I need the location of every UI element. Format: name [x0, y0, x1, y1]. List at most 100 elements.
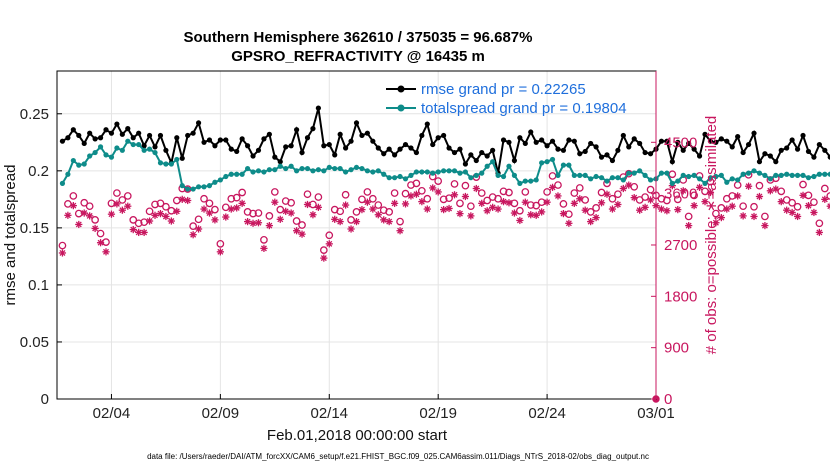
rmse-point — [451, 149, 458, 156]
totalspread-point — [370, 169, 376, 175]
rmse-point — [745, 141, 752, 148]
obs-assimilated-marker — [516, 216, 524, 225]
obs-possible-marker — [614, 190, 622, 199]
obs-possible-marker — [575, 184, 584, 192]
obs-assimilated-marker — [538, 208, 546, 216]
obs-assimilated-marker — [804, 202, 813, 210]
obs-possible-marker — [461, 181, 470, 190]
legend-spread-label: totalspread grand pr = 0.19804 — [421, 100, 627, 117]
obs-possible-marker — [227, 194, 236, 203]
obs-assimilated-marker — [543, 198, 551, 206]
totalspread-point — [255, 168, 262, 174]
rmse-point — [114, 121, 120, 127]
totalspread-point — [130, 141, 136, 148]
obs-assimilated-marker — [728, 202, 736, 210]
obs-assimilated-marker — [630, 194, 638, 202]
obs-possible-marker — [417, 186, 426, 195]
obs-assimilated-marker — [265, 221, 273, 230]
totalspread-point — [631, 170, 637, 176]
y2-tick-label: 4500 — [664, 134, 697, 151]
obs-possible-marker — [151, 200, 159, 209]
obs-assimilated-marker — [717, 214, 725, 222]
totalspread-point — [76, 162, 82, 168]
obs-assimilated-marker — [657, 205, 666, 213]
totalspread-point — [141, 147, 147, 153]
rmse-point — [402, 141, 409, 148]
obs-possible-marker — [396, 217, 404, 226]
obs-possible-marker — [456, 199, 464, 208]
y-tick-label: 0.15 — [20, 220, 49, 237]
totalspread-point — [816, 171, 822, 177]
obs-assimilated-marker — [380, 216, 388, 224]
series-lines — [59, 105, 830, 192]
rmse-point — [435, 135, 441, 141]
rmse-point — [778, 147, 784, 153]
obs-assimilated-marker — [685, 221, 693, 230]
obs-possible-marker — [810, 198, 818, 207]
obs-possible-marker — [673, 195, 682, 204]
totalspread-point — [239, 171, 245, 177]
totalspread-point — [288, 163, 294, 169]
obs-possible-marker — [701, 187, 709, 196]
rmse-point — [593, 144, 599, 150]
rmse-point — [500, 137, 507, 143]
obs-possible-marker — [85, 202, 94, 211]
rmse-point — [794, 146, 801, 152]
totalspread-point — [713, 173, 719, 180]
obs-possible-marker — [712, 209, 720, 218]
totalspread-point — [462, 169, 469, 175]
obs-assimilated-marker — [701, 198, 709, 206]
totalspread-point — [468, 175, 474, 181]
obs-assimilated-marker — [587, 217, 595, 226]
obs-possible-marker — [788, 198, 796, 207]
obs-assimilated-marker — [826, 202, 830, 210]
obs-assimilated-marker — [331, 215, 339, 223]
totalspread-point — [446, 168, 452, 174]
rmse-point — [577, 151, 583, 157]
obs-assimilated-marker — [216, 248, 224, 256]
obs-assimilated-marker — [91, 224, 99, 233]
totalspread-point — [511, 172, 518, 178]
totalspread-point — [65, 171, 71, 177]
rmse-point — [353, 120, 360, 126]
totalspread-point — [544, 159, 550, 165]
obs-possible-marker — [450, 180, 459, 188]
rmse-point — [239, 136, 245, 142]
obs-assimilated-marker — [783, 206, 791, 214]
obs-assimilated-marker — [445, 204, 453, 213]
obs-assimilated-marker — [124, 202, 132, 210]
rmse-point — [337, 131, 343, 137]
rmse-point — [522, 140, 528, 147]
rmse-point — [386, 146, 392, 152]
obs-possible-marker — [483, 196, 492, 205]
obs-possible-marker — [548, 172, 557, 180]
obs-assimilated-marker — [472, 184, 480, 193]
y-tick-label: 0.1 — [28, 277, 49, 294]
totalspread-point — [163, 161, 169, 167]
rmse-point — [261, 136, 267, 142]
obs-assimilated-marker — [107, 210, 116, 218]
rmse-point — [718, 136, 724, 142]
totalspread-point — [778, 172, 784, 178]
obs-possible-marker — [385, 208, 394, 216]
obs-assimilated-marker — [243, 217, 252, 226]
obs-assimilated-marker — [772, 185, 780, 193]
rmse-point — [255, 147, 262, 153]
totalspread-point — [707, 175, 714, 181]
totalspread-point — [103, 152, 109, 158]
obs-assimilated-marker — [233, 204, 241, 212]
obs-assimilated-marker — [369, 205, 377, 213]
rmse-point — [571, 138, 577, 144]
obs-assimilated-marker — [189, 231, 197, 239]
totalspread-point — [789, 172, 795, 178]
totalspread-point — [598, 175, 605, 181]
obs-assimilated-marker — [494, 205, 502, 213]
obs-possible-marker — [96, 229, 105, 238]
legend-rmse-label: rmse grand pr = 0.22265 — [421, 81, 586, 98]
rmse-point — [691, 146, 697, 152]
totalspread-point — [560, 162, 567, 168]
totalspread-point — [174, 156, 180, 163]
obs-assimilated-marker — [793, 212, 802, 221]
obs-assimilated-marker — [374, 211, 382, 219]
rmse-point — [87, 130, 93, 136]
